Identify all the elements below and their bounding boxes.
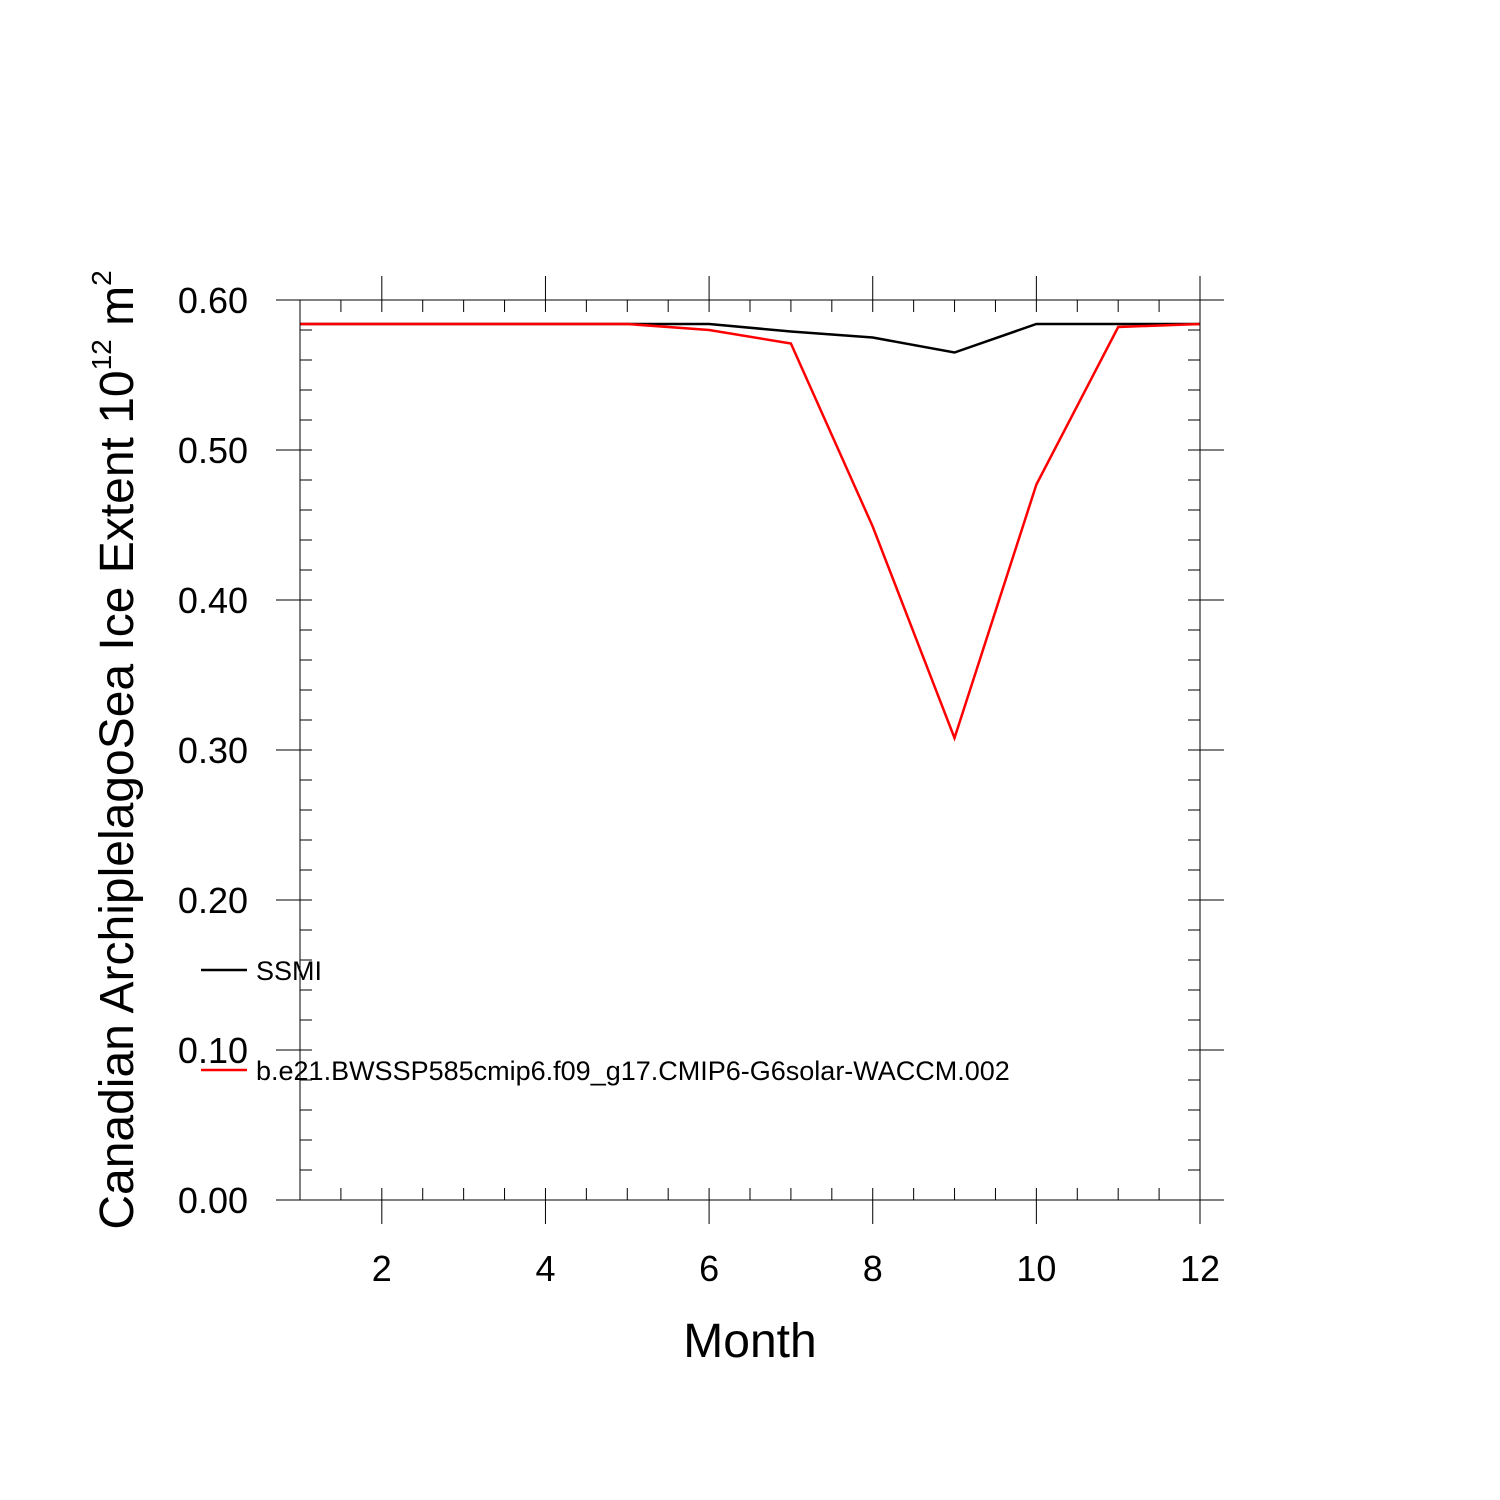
y-tick-labels: 0.00 0.10 0.20 0.30 0.40 0.50 0.60 <box>178 280 248 1221</box>
x-tick-labels: 2 4 6 8 10 12 <box>372 1248 1220 1289</box>
x-tick-label: 10 <box>1016 1248 1056 1289</box>
legend: SSMI b.e21.BWSSP585cmip6.f09_g17.CMIP6-G… <box>201 956 1010 1086</box>
y-axis-title: Canadian ArchiplelagoSea Ice Extent 1012… <box>86 270 144 1229</box>
x-tick-label: 2 <box>372 1248 392 1289</box>
series-line-model <box>300 322 1201 742</box>
y-axis-title-exponent: 12 <box>86 339 117 370</box>
x-tick-label: 4 <box>535 1248 555 1289</box>
axis-ticks <box>276 276 1224 1224</box>
y-tick-label: 0.20 <box>178 880 248 921</box>
x-tick-label: 6 <box>699 1248 719 1289</box>
plot-frame <box>299 299 1201 1201</box>
series-lines <box>300 322 1201 742</box>
series-line-ssmi <box>300 322 1200 354</box>
legend-label-ssmi: SSMI <box>256 956 322 986</box>
y-tick-label: 0.00 <box>178 1180 248 1221</box>
legend-label-model: b.e21.BWSSP585cmip6.f09_g17.CMIP6-G6sola… <box>256 1056 1010 1086</box>
y-axis-title-unit: m <box>91 286 144 339</box>
x-axis-title: Month <box>683 1315 816 1368</box>
y-tick-label: 0.40 <box>178 580 248 621</box>
y-axis-title-unit-exponent: 2 <box>86 270 117 286</box>
x-tick-label: 8 <box>863 1248 883 1289</box>
y-tick-label: 0.10 <box>178 1030 248 1071</box>
y-tick-label: 0.60 <box>178 280 248 321</box>
x-tick-label: 12 <box>1180 1248 1220 1289</box>
y-tick-label: 0.50 <box>178 430 248 471</box>
y-tick-label: 0.30 <box>178 730 248 771</box>
y-axis-title-main: Canadian ArchiplelagoSea Ice Extent 10 <box>91 370 144 1229</box>
